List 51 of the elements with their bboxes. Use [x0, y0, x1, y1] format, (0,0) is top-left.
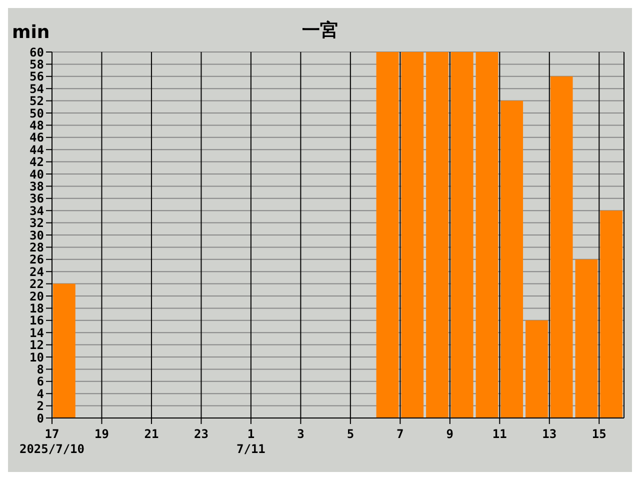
- y-axis-title: min: [12, 22, 50, 43]
- x-tick-label: 23: [194, 427, 208, 441]
- y-tick-label: 26: [30, 252, 44, 267]
- y-tick-label: 12: [30, 338, 44, 352]
- y-tick-label: 18: [30, 301, 44, 316]
- y-tick-label: 20: [30, 289, 44, 304]
- bar: [500, 100, 524, 418]
- x-tick-label: 13: [542, 427, 557, 441]
- bar: [550, 76, 573, 418]
- y-tick-label: 6: [36, 374, 44, 389]
- bar: [600, 210, 623, 418]
- y-tick-label: 54: [30, 82, 44, 96]
- x-tick-label: 19: [94, 427, 109, 441]
- bar: [53, 284, 76, 418]
- x-tick-label: 3: [297, 427, 304, 441]
- y-tick-label: 58: [30, 57, 44, 72]
- y-tick-label: 56: [30, 70, 44, 84]
- x-tick-label: 11: [492, 427, 507, 441]
- y-tick-label: 52: [30, 94, 44, 108]
- y-tick-label: 22: [30, 277, 44, 292]
- bar: [526, 320, 548, 418]
- y-tick-label: 44: [30, 142, 44, 157]
- y-tick-label: 0: [36, 411, 44, 426]
- y-tick-label: 30: [30, 228, 44, 242]
- y-tick-label: 10: [30, 350, 44, 364]
- y-tick-label: 60: [30, 45, 44, 60]
- y-tick-label: 36: [30, 192, 44, 206]
- x-tick-label: 5: [346, 427, 354, 441]
- y-tick-label: 2: [36, 399, 44, 414]
- y-tick-label: 42: [30, 155, 44, 170]
- chart-title: 一宮: [302, 20, 338, 41]
- y-tick-label: 16: [30, 314, 44, 328]
- x-tick-label: 9: [446, 427, 454, 441]
- x-tick-label: 17 2025/7/10: [19, 427, 85, 456]
- y-tick-label: 32: [30, 216, 44, 230]
- y-tick-label: 38: [30, 179, 44, 194]
- y-tick-label: 24: [30, 264, 44, 279]
- y-tick-label: 4: [36, 386, 44, 401]
- x-tick-label: 1 7/11: [236, 427, 266, 456]
- y-tick-label: 46: [30, 130, 44, 145]
- y-tick-label: 8: [36, 362, 44, 376]
- y-tick-label: 40: [30, 167, 44, 182]
- bar: [575, 259, 598, 418]
- y-tick-label: 14: [30, 326, 44, 340]
- y-tick-label: 34: [30, 204, 44, 218]
- y-tick-label: 50: [30, 106, 44, 120]
- y-tick-label: 48: [30, 118, 44, 132]
- y-tick-label: 28: [30, 240, 44, 254]
- x-tick-label: 7: [396, 427, 404, 441]
- x-tick-label: 21: [144, 427, 159, 441]
- x-tick-label: 15: [592, 427, 606, 441]
